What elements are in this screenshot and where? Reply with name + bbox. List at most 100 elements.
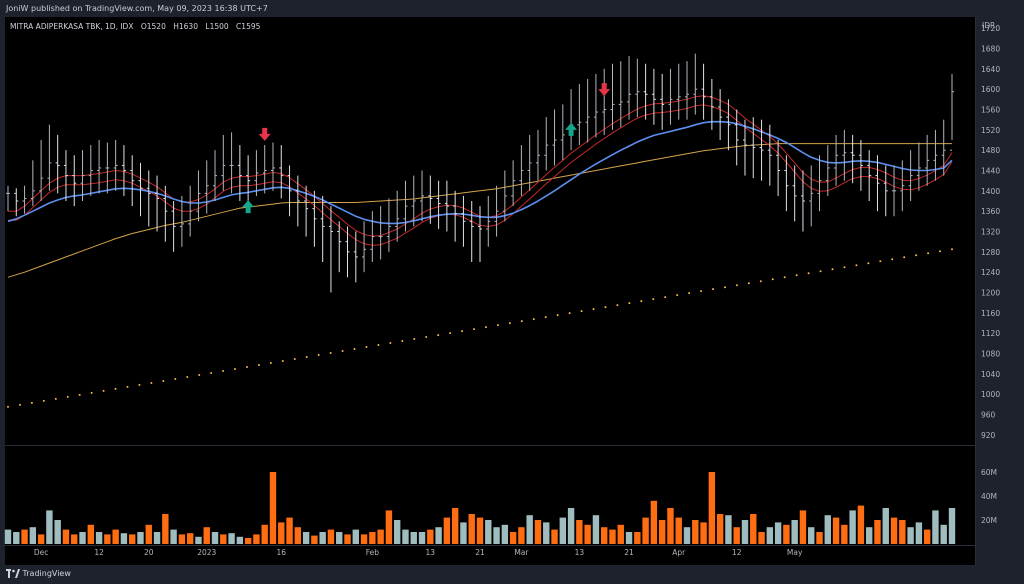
time-tick-label: Mar bbox=[514, 548, 529, 557]
volume-bar bbox=[567, 508, 575, 544]
volume-bar bbox=[311, 535, 318, 544]
volume-bar bbox=[13, 532, 20, 544]
volume-bar bbox=[369, 532, 376, 544]
volume-bar bbox=[104, 534, 111, 544]
volume-bar bbox=[278, 522, 285, 544]
ma-dotted-point bbox=[66, 395, 69, 398]
volume-bar bbox=[601, 527, 608, 544]
chart-area[interactable] bbox=[5, 17, 975, 565]
ma-dotted-point bbox=[269, 361, 272, 364]
ma-dotted-point bbox=[915, 254, 918, 257]
ohlc-close: C1595 bbox=[236, 22, 260, 31]
volume-bar bbox=[29, 527, 37, 544]
ma-dotted-point bbox=[520, 320, 523, 323]
time-tick-label: May bbox=[787, 548, 803, 557]
time-tick-label: Dec bbox=[34, 548, 49, 557]
volume-bar bbox=[766, 527, 774, 544]
volume-bar bbox=[534, 520, 542, 544]
volume-bar bbox=[692, 520, 699, 544]
ma-dotted-point bbox=[640, 300, 643, 303]
ma-dotted-point bbox=[78, 393, 81, 396]
price-tick-label: 1120 bbox=[981, 329, 1000, 338]
volume-bar bbox=[543, 522, 550, 544]
time-tick-label: 13 bbox=[575, 548, 585, 557]
volume-bar bbox=[435, 527, 442, 544]
volume-bar bbox=[650, 500, 658, 544]
volume-bar bbox=[675, 517, 682, 544]
price-tick-label: 1160 bbox=[981, 309, 1000, 318]
price-tick-label: 1400 bbox=[981, 187, 1000, 196]
price-tick-label: 960 bbox=[981, 411, 996, 420]
ohlc-low: L1500 bbox=[205, 22, 228, 31]
volume-bar bbox=[808, 527, 815, 544]
ma-dotted-point bbox=[544, 316, 547, 319]
volume-bar bbox=[87, 524, 95, 544]
price-tick-label: 1000 bbox=[981, 390, 1000, 399]
volume-bar bbox=[799, 510, 807, 544]
volume-bar bbox=[509, 532, 517, 544]
ma-dotted-point bbox=[867, 262, 870, 265]
volume-bar bbox=[211, 532, 219, 544]
ma-dotted-point bbox=[580, 310, 583, 313]
buy-signal-arrow-icon bbox=[565, 122, 578, 136]
volume-bar bbox=[716, 514, 724, 544]
volume-bar bbox=[112, 529, 119, 544]
volume-bar bbox=[874, 520, 881, 544]
tradingview-logo-icon bbox=[6, 569, 20, 578]
ma-dotted-point bbox=[496, 324, 499, 327]
ma-dotted-point bbox=[939, 250, 942, 253]
ma-dotted-point bbox=[700, 290, 703, 293]
ma-dotted-point bbox=[592, 308, 595, 311]
volume-bar bbox=[907, 527, 914, 544]
ma-dotted-point bbox=[843, 266, 846, 269]
ma-dotted-point bbox=[568, 312, 571, 315]
ma-dotted-point bbox=[257, 363, 260, 366]
ma-dotted-point bbox=[126, 385, 129, 388]
price-tick-label: 1600 bbox=[981, 85, 1000, 94]
volume-bar bbox=[667, 508, 674, 544]
price-tick-label: 1560 bbox=[981, 106, 1000, 115]
ma-dotted-point bbox=[281, 359, 284, 362]
volume-bar bbox=[377, 529, 384, 544]
volume-bar bbox=[402, 529, 409, 544]
time-tick-label: Feb bbox=[366, 548, 380, 557]
ma-dotted-point bbox=[245, 365, 248, 368]
volume-bar bbox=[932, 510, 939, 544]
ma-dotted-point bbox=[234, 367, 237, 370]
ma-dotted-point bbox=[556, 314, 559, 317]
ma-dotted-point bbox=[437, 334, 440, 337]
volume-bar bbox=[940, 524, 947, 544]
volume-bar bbox=[741, 520, 749, 544]
volume-bar bbox=[253, 534, 260, 544]
ma-dotted-point bbox=[150, 381, 153, 384]
ma-dotted-point bbox=[927, 252, 930, 255]
volume-bar bbox=[948, 508, 956, 544]
ma-dotted-point bbox=[795, 274, 798, 277]
volume-bar bbox=[170, 529, 177, 544]
time-tick-label: 20 bbox=[144, 548, 154, 557]
ma-dotted-point bbox=[329, 352, 332, 355]
time-tick-label: 16 bbox=[276, 548, 286, 557]
buy-signal-arrow-icon bbox=[242, 200, 255, 214]
ma-dotted-point bbox=[162, 379, 165, 382]
volume-bar bbox=[683, 527, 691, 544]
volume-bar bbox=[700, 522, 707, 544]
price-tick-label: 1240 bbox=[981, 268, 1000, 277]
ma-dotted-point bbox=[664, 296, 667, 299]
ma-dotted-point bbox=[222, 369, 225, 372]
volume-bar bbox=[576, 520, 583, 544]
ma-dotted-point bbox=[712, 288, 715, 291]
ma-dotted-point bbox=[628, 302, 631, 305]
volume-bar bbox=[493, 527, 500, 544]
price-tick-label: 1320 bbox=[981, 228, 1000, 237]
volume-bar bbox=[882, 508, 889, 544]
volume-bar bbox=[899, 520, 906, 544]
volume-bar bbox=[485, 520, 492, 544]
volume-bar bbox=[37, 534, 45, 544]
ma-dotted-point bbox=[473, 328, 476, 331]
ma-dotted-point bbox=[688, 292, 691, 295]
brand-footer[interactable]: TradingView bbox=[6, 569, 71, 578]
volume-bar bbox=[319, 532, 326, 544]
